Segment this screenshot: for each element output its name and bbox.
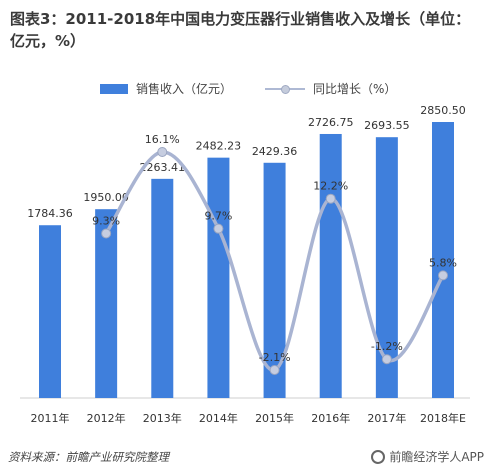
bar	[375, 137, 398, 398]
bar-value-label: 1784.36	[27, 207, 73, 220]
bar-value-label: 2726.75	[308, 116, 354, 129]
x-tick-label: 2014年	[199, 411, 238, 425]
chart-title: 图表3：2011-2018年中国电力变压器行业销售收入及增长（单位：亿元，%）	[10, 10, 471, 50]
brand-logo-icon	[371, 449, 386, 464]
x-tick-label: 2016年	[311, 411, 350, 425]
legend-label-sales: 销售收入（亿元）	[136, 82, 233, 96]
growth-value-label: -1.2%	[371, 340, 403, 353]
bar-value-label: 2482.23	[196, 140, 242, 153]
growth-value-label: 5.8%	[429, 256, 457, 269]
x-tick-label: 2011年	[31, 411, 70, 425]
legend-item-growth: 同比增长（%）	[265, 80, 396, 97]
x-tick-label: 2013年	[143, 411, 182, 425]
legend-swatch-line	[265, 83, 305, 95]
bar-value-label: 2263.41	[140, 161, 186, 174]
growth-point	[213, 223, 224, 234]
bar-value-label: 1950.00	[83, 191, 129, 204]
bar	[207, 157, 230, 398]
growth-point	[269, 365, 280, 375]
legend: 销售收入（亿元） 同比增长（%）	[0, 80, 490, 100]
bar-value-label: 2429.36	[252, 145, 298, 158]
growth-point	[325, 193, 336, 204]
source-note: 资料来源：前瞻产业研究院整理	[8, 450, 169, 464]
bar-value-label: 2850.50	[420, 104, 466, 117]
x-tick-label: 2017年	[367, 411, 406, 425]
watermark-text: 前瞻经济学人APP	[389, 450, 484, 464]
bar	[263, 162, 286, 398]
growth-point	[381, 354, 392, 365]
watermark: 前瞻经济学人APP	[371, 448, 484, 465]
x-tick-label: 2018年E	[420, 411, 466, 425]
growth-point	[438, 270, 448, 281]
legend-label-growth: 同比增长（%）	[313, 82, 397, 96]
growth-value-label: 9.3%	[92, 214, 120, 227]
growth-point	[157, 147, 168, 157]
bar	[432, 122, 454, 398]
x-tick-label: 2012年	[87, 411, 126, 425]
bar	[319, 133, 342, 398]
bar	[39, 225, 61, 398]
growth-value-label: 9.7%	[204, 210, 232, 223]
growth-point	[101, 228, 112, 239]
bar-value-label: 2693.55	[364, 119, 410, 132]
growth-value-label: -2.1%	[259, 351, 291, 364]
growth-value-label: 12.2%	[313, 180, 348, 193]
bar	[151, 178, 174, 398]
legend-swatch-bar	[100, 83, 128, 94]
x-tick-label: 2015年	[255, 411, 294, 425]
legend-item-sales: 销售收入（亿元）	[100, 80, 232, 97]
growth-value-label: 16.1%	[145, 133, 180, 146]
bar	[95, 209, 118, 398]
